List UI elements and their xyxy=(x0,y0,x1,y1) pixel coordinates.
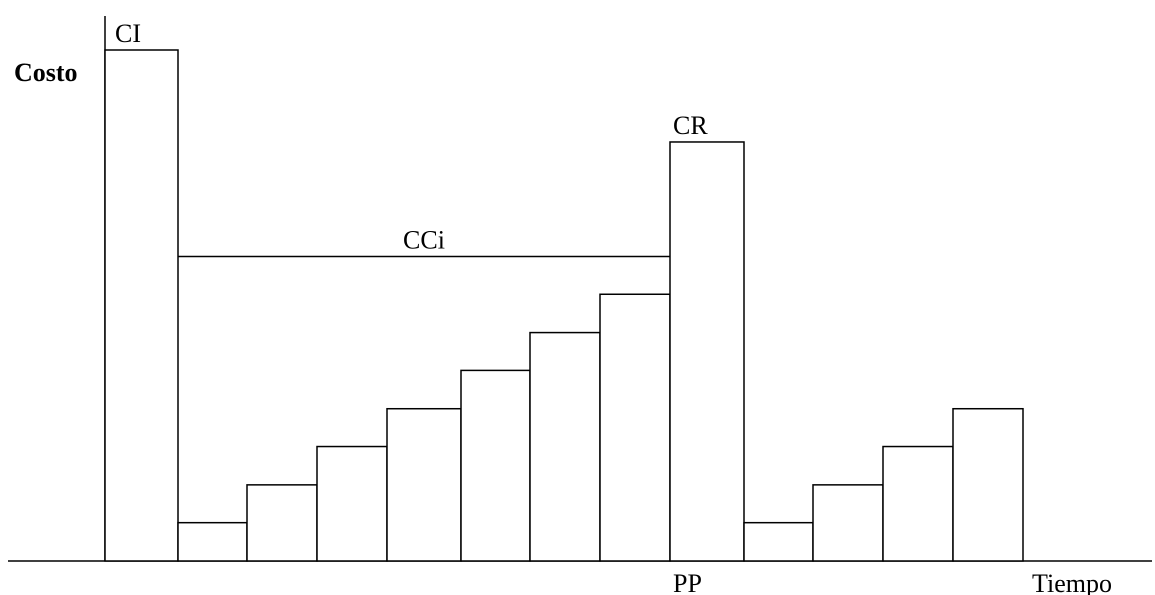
bars-group xyxy=(104,49,1024,562)
cci-label: CCi xyxy=(403,225,445,254)
bar-10 xyxy=(743,521,814,562)
y-axis-label: Costo xyxy=(14,58,78,87)
bar-labels-group: CI CR PP xyxy=(115,19,708,595)
bar-13 xyxy=(952,407,1024,562)
bar-9 xyxy=(669,141,745,562)
x-axis-label: Tiempo xyxy=(1032,569,1112,595)
bar-11 xyxy=(812,484,884,562)
bar-7 xyxy=(529,331,601,562)
bar-label-cr: CR xyxy=(673,111,708,140)
bar-8 xyxy=(599,293,671,562)
bar-5 xyxy=(386,407,462,562)
bar-3 xyxy=(246,484,318,562)
bar-1 xyxy=(104,49,179,562)
time-marker-pp: PP xyxy=(673,569,702,595)
bar-label-ci: CI xyxy=(115,19,141,48)
bar-4 xyxy=(316,445,388,562)
bar-12 xyxy=(882,445,954,562)
bar-2 xyxy=(177,521,248,562)
bar-6 xyxy=(460,369,531,562)
